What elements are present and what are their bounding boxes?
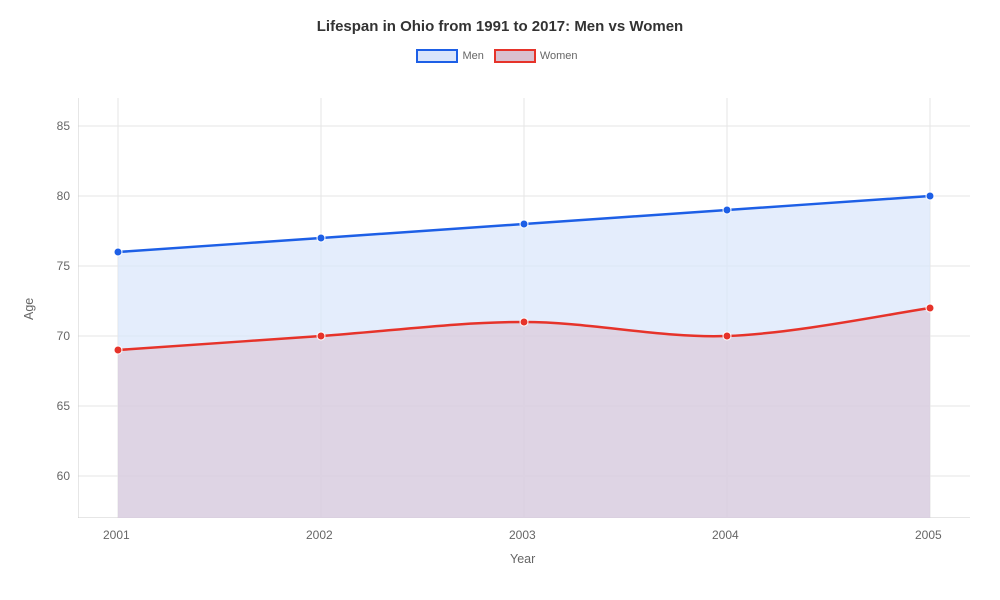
legend-item-men: Men bbox=[416, 49, 489, 63]
x-tick: 2003 bbox=[509, 528, 536, 542]
y-tick: 60 bbox=[57, 469, 70, 483]
legend: Men Women bbox=[0, 49, 1000, 63]
legend-swatch-women bbox=[494, 49, 536, 63]
legend-swatch-men bbox=[416, 49, 458, 63]
legend-label-women: Women bbox=[540, 50, 578, 62]
chart-title: Lifespan in Ohio from 1991 to 2017: Men … bbox=[0, 0, 1000, 35]
legend-label-men: Men bbox=[462, 50, 483, 62]
x-tick: 2004 bbox=[712, 528, 739, 542]
plot-area bbox=[78, 98, 970, 518]
y-tick: 70 bbox=[57, 329, 70, 343]
x-axis-label: Year bbox=[510, 552, 535, 566]
y-axis-label: Age bbox=[22, 298, 36, 320]
plot-svg bbox=[78, 98, 970, 518]
x-tick: 2005 bbox=[915, 528, 942, 542]
y-tick: 75 bbox=[57, 259, 70, 273]
x-tick: 2002 bbox=[306, 528, 333, 542]
x-tick: 2001 bbox=[103, 528, 130, 542]
legend-item-women: Women bbox=[494, 49, 584, 63]
y-tick: 65 bbox=[57, 399, 70, 413]
y-tick: 85 bbox=[57, 119, 70, 133]
y-tick: 80 bbox=[57, 189, 70, 203]
chart-container: Lifespan in Ohio from 1991 to 2017: Men … bbox=[0, 0, 1000, 600]
